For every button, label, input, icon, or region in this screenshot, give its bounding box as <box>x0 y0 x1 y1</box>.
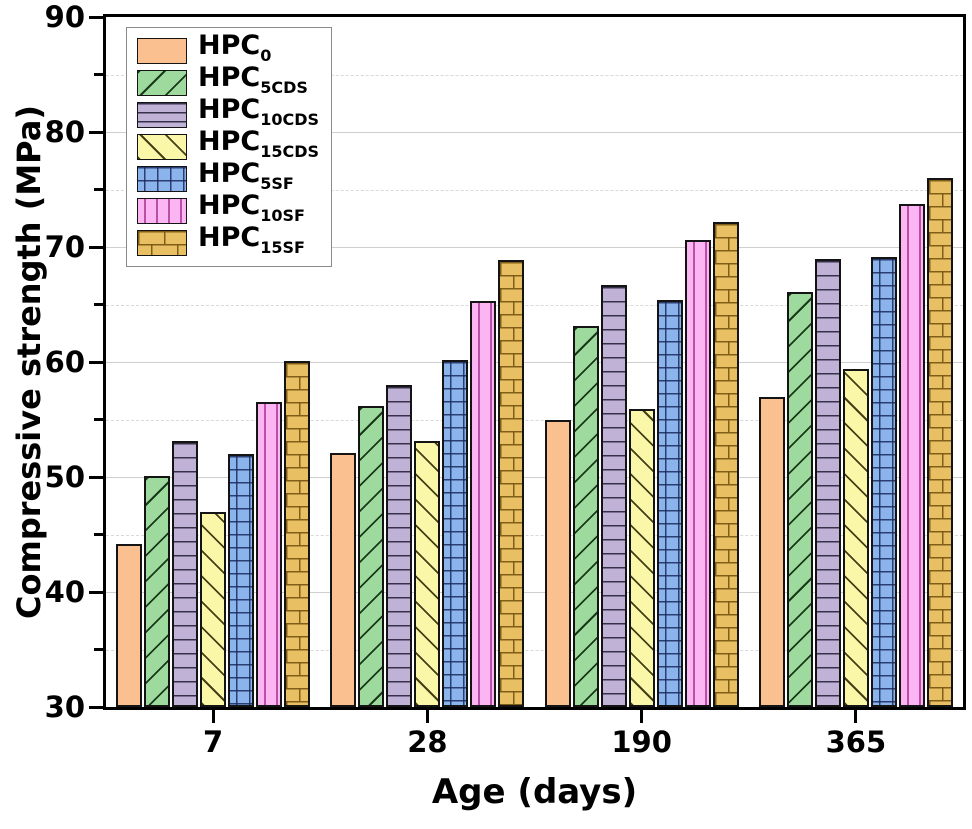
y-axis-minor-tick <box>94 303 103 306</box>
bar-HPC10SF-365d <box>898 204 925 707</box>
bar-HPC5SF-7d <box>228 454 255 707</box>
bar-HPC0-28d <box>330 452 357 707</box>
gridline-minor <box>106 189 963 191</box>
plot-area: HPC0 HPC5CDS HPC10CDS HPC15CDS HPC5SF HPC10SF… <box>103 14 966 710</box>
legend-swatch-HPC0 <box>137 38 187 64</box>
x-axis-tick <box>640 710 644 723</box>
bar-HPC5SF-190d <box>656 299 683 707</box>
bar-HPC15CDS-190d <box>628 409 655 707</box>
y-axis-major-tick <box>89 360 103 364</box>
gridline-minor <box>106 304 963 306</box>
y-axis-tick-label: 70 <box>44 230 85 264</box>
legend-item-HPC15SF: HPC15SF <box>137 223 319 259</box>
y-axis-major-tick <box>89 130 103 134</box>
legend: HPC0 HPC5CDS HPC10CDS HPC15CDS HPC5SF HPC10SF… <box>126 27 333 267</box>
legend-item-HPC0: HPC0 <box>137 31 319 67</box>
bar-HPC15SF-365d <box>926 178 953 707</box>
gridline-minor <box>106 74 963 76</box>
y-axis-major-tick <box>89 15 103 19</box>
legend-swatch-HPC5SF <box>137 166 187 192</box>
x-axis-tick <box>854 710 858 723</box>
gridline-major <box>106 132 963 133</box>
legend-swatch-HPC15CDS <box>137 134 187 160</box>
legend-item-HPC5SF: HPC5SF <box>137 159 319 195</box>
x-axis-tick-label: 7 <box>203 725 224 759</box>
y-axis-tick-label: 60 <box>44 345 85 379</box>
y-axis-tick-label: 80 <box>44 115 85 149</box>
x-axis-tick-label: 28 <box>407 725 448 759</box>
y-axis-tick-label: 40 <box>44 575 85 609</box>
bar-HPC5CDS-190d <box>572 326 599 707</box>
legend-swatch-HPC10SF <box>137 198 187 224</box>
bar-HPC0-7d <box>116 543 143 707</box>
y-axis-minor-tick <box>94 648 103 651</box>
x-axis-title: Age (days) <box>431 772 638 812</box>
bar-HPC10SF-28d <box>470 301 497 707</box>
bar-HPC10CDS-7d <box>172 441 199 707</box>
bar-HPC5SF-365d <box>870 257 897 707</box>
legend-swatch-HPC10CDS <box>137 102 187 128</box>
bar-HPC10CDS-190d <box>600 284 627 707</box>
y-axis-minor-tick <box>94 73 103 76</box>
bar-HPC15CDS-7d <box>200 511 227 707</box>
legend-label-HPC10CDS: HPC10CDS <box>198 94 320 130</box>
bar-HPC0-365d <box>758 396 785 707</box>
legend-swatch-HPC15SF <box>137 230 187 256</box>
bar-HPC10SF-7d <box>256 402 283 707</box>
legend-item-HPC15CDS: HPC15CDS <box>137 127 319 163</box>
bar-HPC0-190d <box>544 419 571 707</box>
bar-HPC5CDS-7d <box>144 475 171 707</box>
bar-HPC5SF-28d <box>442 359 469 707</box>
legend-label-HPC5CDS: HPC5CDS <box>198 62 308 98</box>
legend-swatch-HPC5CDS <box>137 70 187 96</box>
bar-HPC15SF-190d <box>712 221 739 707</box>
legend-label-HPC15CDS: HPC15CDS <box>198 126 320 162</box>
y-axis-tick-label: 30 <box>44 690 85 724</box>
legend-label-HPC0: HPC0 <box>198 30 272 66</box>
y-axis-major-tick <box>89 245 103 249</box>
bar-HPC15SF-28d <box>498 259 525 707</box>
gridline-minor <box>106 419 963 421</box>
y-axis-tick-label: 50 <box>44 460 85 494</box>
bar-HPC10CDS-28d <box>386 385 413 707</box>
x-axis-tick-label: 190 <box>611 725 672 759</box>
x-axis-tick <box>211 710 215 723</box>
bar-HPC10SF-190d <box>684 240 711 707</box>
y-axis-minor-tick <box>94 188 103 191</box>
bar-HPC15CDS-28d <box>414 441 441 707</box>
legend-label-HPC10SF: HPC10SF <box>198 190 305 226</box>
gridline-minor <box>106 534 963 536</box>
y-axis-major-tick <box>89 705 103 709</box>
y-axis-major-tick <box>89 475 103 479</box>
legend-item-HPC10SF: HPC10SF <box>137 191 319 227</box>
bar-HPC15SF-7d <box>284 360 311 707</box>
x-axis-tick <box>425 710 429 723</box>
bar-HPC5CDS-365d <box>786 291 813 707</box>
gridline-major <box>106 362 963 363</box>
legend-label-HPC5SF: HPC5SF <box>198 158 294 194</box>
x-axis-tick-label: 365 <box>825 725 887 759</box>
y-axis-tick-label: 90 <box>44 0 85 34</box>
gridline-major <box>106 247 963 248</box>
bar-HPC10CDS-365d <box>814 258 841 707</box>
legend-label-HPC15SF: HPC15SF <box>198 222 305 258</box>
bar-HPC15CDS-365d <box>842 368 869 707</box>
legend-item-HPC10CDS: HPC10CDS <box>137 95 319 131</box>
gridline-major <box>106 592 963 593</box>
gridline-minor <box>106 649 963 651</box>
bar-HPC5CDS-28d <box>358 405 385 707</box>
gridline-major <box>106 477 963 478</box>
y-axis-minor-tick <box>94 533 103 536</box>
y-axis-minor-tick <box>94 418 103 421</box>
legend-item-HPC5CDS: HPC5CDS <box>137 63 319 99</box>
y-axis-major-tick <box>89 590 103 594</box>
